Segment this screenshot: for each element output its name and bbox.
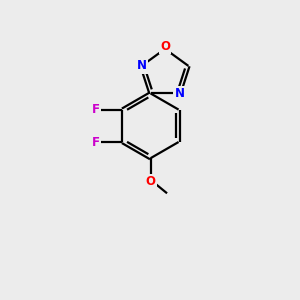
Text: O: O — [146, 175, 155, 188]
Text: N: N — [175, 87, 184, 100]
Text: O: O — [160, 40, 170, 53]
Text: F: F — [92, 136, 99, 148]
Text: N: N — [136, 59, 147, 72]
Text: F: F — [92, 103, 99, 116]
